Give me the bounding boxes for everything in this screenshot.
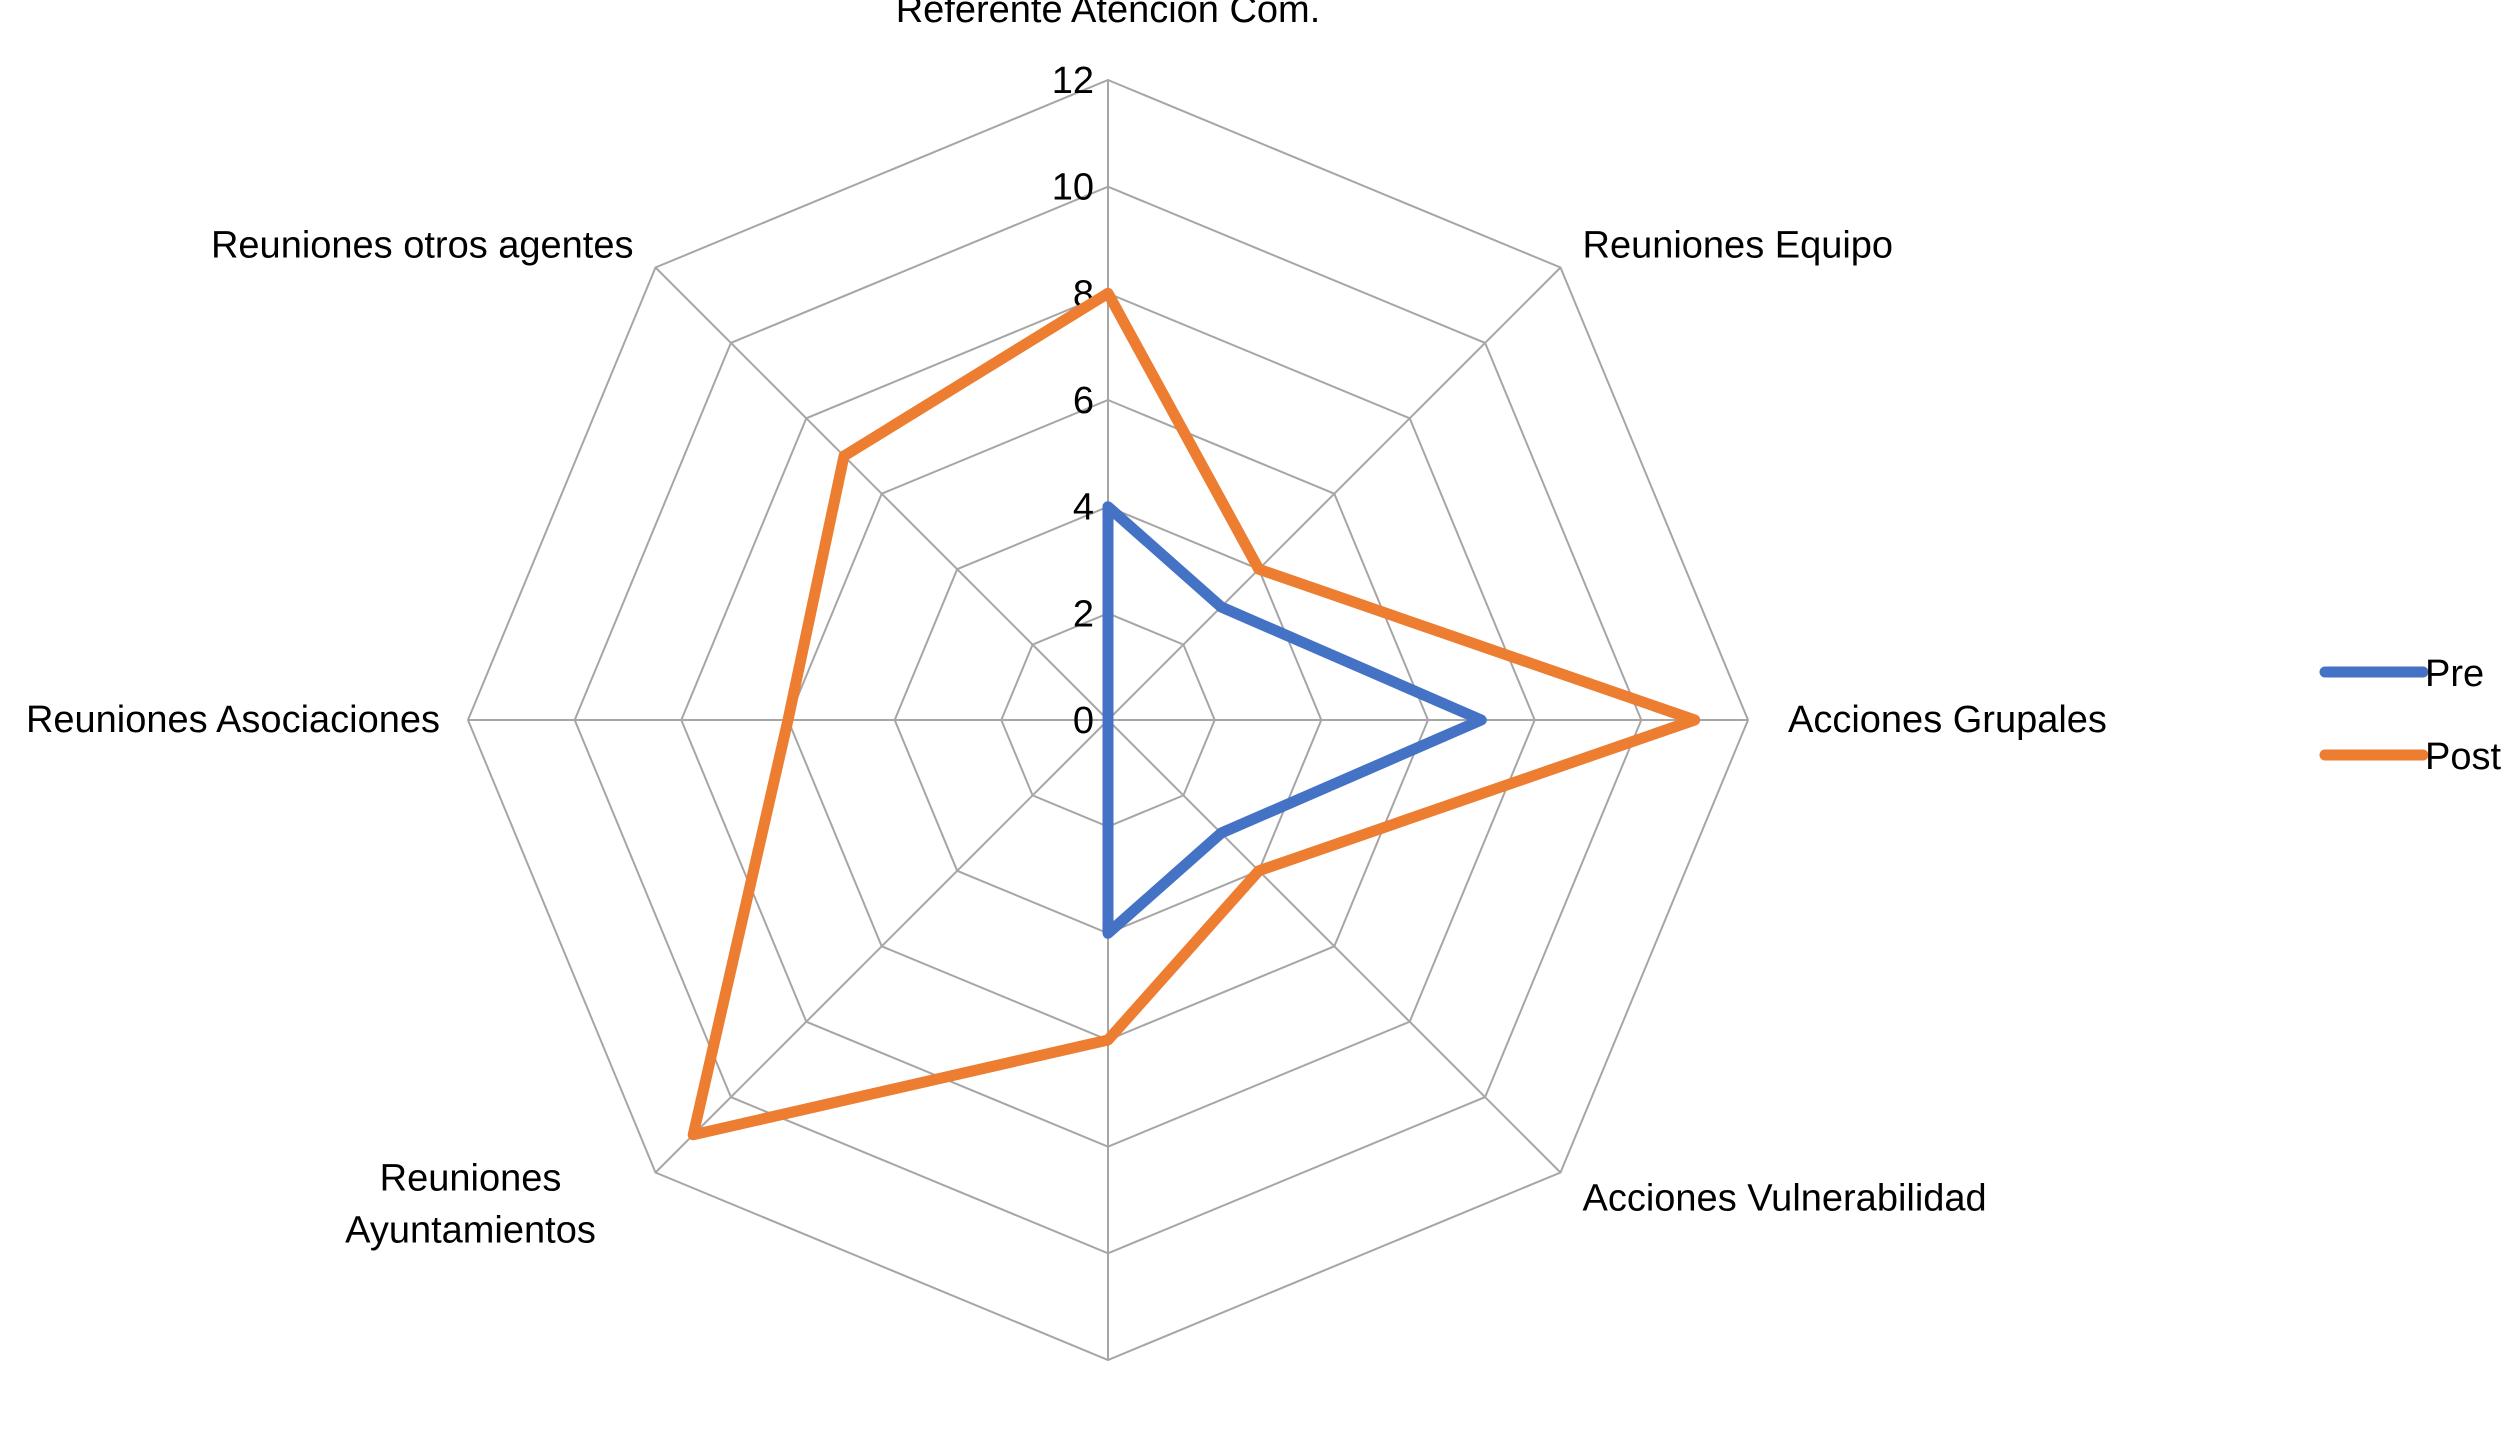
grid-spoke [1107,266,1562,721]
legend-label-post: Post [2425,736,2501,778]
radial-tick-label: 12 [1052,60,1094,102]
radial-tick-label: 6 [1073,380,1094,422]
category-label-line: Reuniones [380,1158,562,1200]
category-label-line: Ayuntamientos [345,1210,596,1252]
category-label: Reuniones otros agentes [211,225,634,267]
radial-tick-label: 0 [1073,700,1094,742]
series-line-post [687,287,1701,1141]
legend: Pre Post [2319,653,2501,778]
category-label: Reuniones Equipo [1583,225,1894,267]
radial-tick-label: 10 [1052,167,1094,209]
category-label: Referente Atención Com. [896,0,1321,31]
category-label: Acciones Vulnerabilidad [1583,1178,1987,1220]
radial-tick-label: 4 [1073,487,1094,529]
category-label: Reuniones Asociaciones [26,699,440,741]
legend-label-pre: Pre [2425,653,2484,695]
category-label: Acciones Grupales [1788,699,2107,741]
grid-spoke [654,266,1109,721]
series-lines [687,287,1701,1141]
series-line-pre [1102,501,1487,939]
grid-spoke [654,719,1109,1174]
radial-tick-label: 2 [1073,593,1094,635]
grid-spoke [1107,719,1562,1174]
category-labels: Referente Atención Com. Reuniones Equipo A… [26,0,2107,1252]
category-label: Reuniones Ayuntamientos [345,1158,596,1252]
